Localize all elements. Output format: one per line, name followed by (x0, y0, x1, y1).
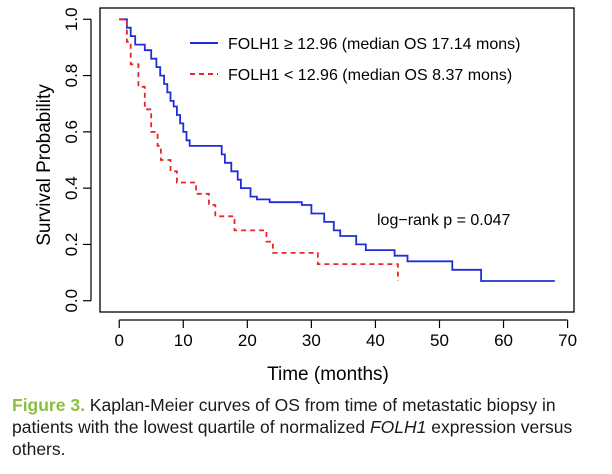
x-tick-label: 20 (238, 331, 257, 350)
y-tick-label: 0.0 (62, 289, 81, 313)
x-tick-label: 0 (114, 331, 123, 350)
y-tick-label: 0.6 (62, 120, 81, 144)
y-tick-label: 0.8 (62, 64, 81, 88)
x-tick-label: 70 (558, 331, 577, 350)
figure-label: Figure 3. (12, 395, 85, 415)
legend-label-high: FOLH1 ≥ 12.96 (median OS 17.14 mons) (228, 36, 520, 53)
x-axis: 0 10 20 30 40 50 60 70 (114, 319, 577, 350)
y-axis-label: Survival Probability (34, 84, 55, 246)
x-tick-label: 60 (494, 331, 513, 350)
caption-text-after: expression versus others. (12, 417, 573, 459)
x-tick-label: 10 (174, 331, 193, 350)
series-layer (119, 18, 555, 282)
series-curve-0 (119, 18, 555, 282)
x-tick-label: 40 (366, 331, 385, 350)
y-axis: 0.0 0.2 0.4 0.6 0.8 1.0 (62, 7, 92, 313)
y-tick-label: 0.2 (62, 233, 81, 257)
y-tick-label: 1.0 (62, 7, 81, 31)
x-axis-label: Time (months) (267, 364, 389, 385)
x-tick-label: 30 (302, 331, 321, 350)
legend-label-low: FOLH1 < 12.96 (median OS 8.37 mons) (228, 67, 512, 84)
caption-text-before: Kaplan-Meier curves of OS from time of m… (12, 395, 556, 437)
x-tick-label: 50 (430, 331, 449, 350)
figure-caption: Figure 3. Kaplan-Meier curves of OS from… (12, 394, 607, 460)
y-tick-label: 0.4 (62, 176, 81, 200)
km-chart: 0.0 0.2 0.4 0.6 0.8 1.0 0 10 20 30 40 50 60 70 Survi… (34, 7, 577, 385)
logrank-annotation: log−rank p = 0.047 (377, 212, 511, 229)
legend: FOLH1 ≥ 12.96 (median OS 17.14 mons) FOL… (190, 36, 520, 84)
caption-gene: FOLH1 (369, 417, 427, 437)
series-curve-1 (119, 18, 399, 281)
plot-frame (99, 7, 575, 313)
